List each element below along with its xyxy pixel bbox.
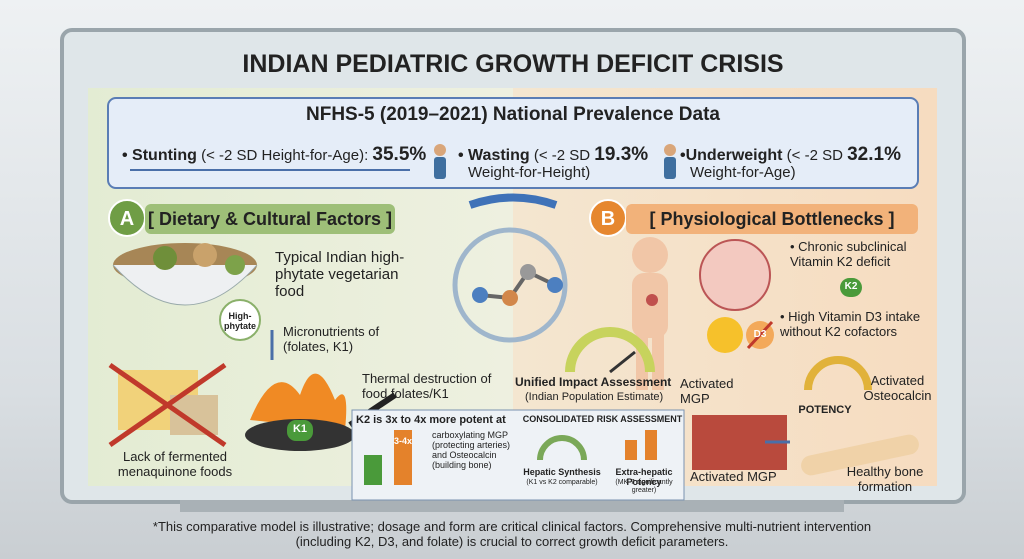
stat-qualifier: (< -2 SD Height-for-Age): — [201, 147, 369, 164]
label: Thermal destruction of food folates/K1 — [362, 371, 492, 401]
title: INDIAN PEDIATRIC GROWTH DEFICIT CRISIS — [242, 50, 784, 78]
badge-letter: B — [600, 208, 616, 230]
label: (MK-7 significantly greater) — [615, 479, 673, 494]
footnote: *This comparative model is illustrative;… — [152, 519, 872, 549]
bar-extra — [625, 440, 637, 460]
stat-qualifier: (< -2 SD — [786, 147, 843, 164]
bar-extra — [645, 430, 657, 460]
molecule — [452, 227, 568, 343]
label: Activated Osteocalcin — [863, 373, 932, 403]
gauge-center — [565, 327, 655, 374]
stat-label: • Stunting — [122, 147, 197, 164]
label: Activated MGP — [680, 376, 734, 406]
stat-label: •Underweight — [680, 147, 783, 164]
stat-value: 35.5% — [372, 144, 427, 165]
bar-k2 — [394, 430, 412, 485]
risk-title: CONSOLIDATED RISK ASSESSMENT — [522, 414, 683, 424]
center-title: Unified Impact Assessment — [515, 375, 672, 389]
banner-heading: NFHS-5 (2019–2021) National Prevalence D… — [306, 104, 720, 125]
pill-a — [145, 204, 395, 234]
stat-qualifier: (< -2 SD — [533, 147, 591, 164]
panel-title: [ Physiological Bottlenecks ] — [649, 209, 895, 229]
label: • High Vitamin D3 intake without K2 cofa… — [780, 309, 921, 339]
stat: • Stunting (< -2 SD Height-for-Age): 35.… — [122, 144, 426, 165]
label: (K1 vs K2 comparable) — [526, 479, 598, 486]
label: POTENCY — [798, 404, 852, 416]
ratio: 3-4x — [394, 436, 413, 446]
bar-k1 — [364, 455, 382, 485]
no-dairy — [108, 362, 227, 448]
stat-measure: Weight-for-Age) — [690, 164, 796, 182]
k2-badge: K2 — [840, 278, 862, 297]
gauge-hepatic — [537, 435, 587, 461]
banner-box — [107, 97, 919, 189]
label: Extra-hepatic Potency — [615, 467, 673, 488]
stat-value: 32.1% — [847, 144, 901, 165]
pill-b — [626, 204, 918, 234]
label: Hepatic Synthesis — [523, 467, 601, 477]
d3-badge: D3 — [753, 329, 767, 340]
stat: •Underweight (< -2 SD 32.1% Weight-for-A… — [680, 144, 901, 182]
k2-detail: carboxylating MGP (protecting arteries) … — [432, 430, 511, 471]
k1-badge: K1 — [287, 420, 313, 441]
label: • Chronic subclinical Vitamin K2 deficit — [790, 239, 907, 269]
badge-letter: A — [119, 208, 135, 230]
stat-measure: Weight-for-Height) — [468, 164, 591, 182]
stand — [180, 500, 844, 512]
stat: • Wasting (< -2 SD 19.3% Weight-for-Heig… — [458, 144, 648, 182]
bone — [801, 434, 919, 476]
food-bowl — [112, 243, 258, 306]
panel-title: [ Dietary & Cultural Factors ] — [147, 209, 393, 229]
child-icons — [434, 144, 676, 179]
sun — [707, 317, 774, 353]
label: Lack of fermented menaquinone foods — [117, 449, 233, 479]
stat-value: 19.3% — [594, 144, 649, 165]
k2-headline: K2 is 3x to 4x more potent at — [356, 414, 506, 426]
gauge-potency — [804, 356, 872, 391]
phytate-badge — [219, 299, 261, 341]
center-subtitle: (Indian Population Estimate) — [525, 391, 664, 403]
label: Micronutrients of (folates, K1) — [283, 324, 380, 354]
artery-zoom — [699, 239, 771, 311]
stat-label: • Wasting — [458, 147, 530, 164]
label: High-phytate — [223, 311, 256, 332]
split-arrow — [468, 193, 558, 209]
label: Healthy bone formation — [846, 464, 924, 494]
label: Typical Indian high-phytate vegetarian f… — [275, 249, 405, 300]
label: Activated MGP — [690, 469, 777, 484]
